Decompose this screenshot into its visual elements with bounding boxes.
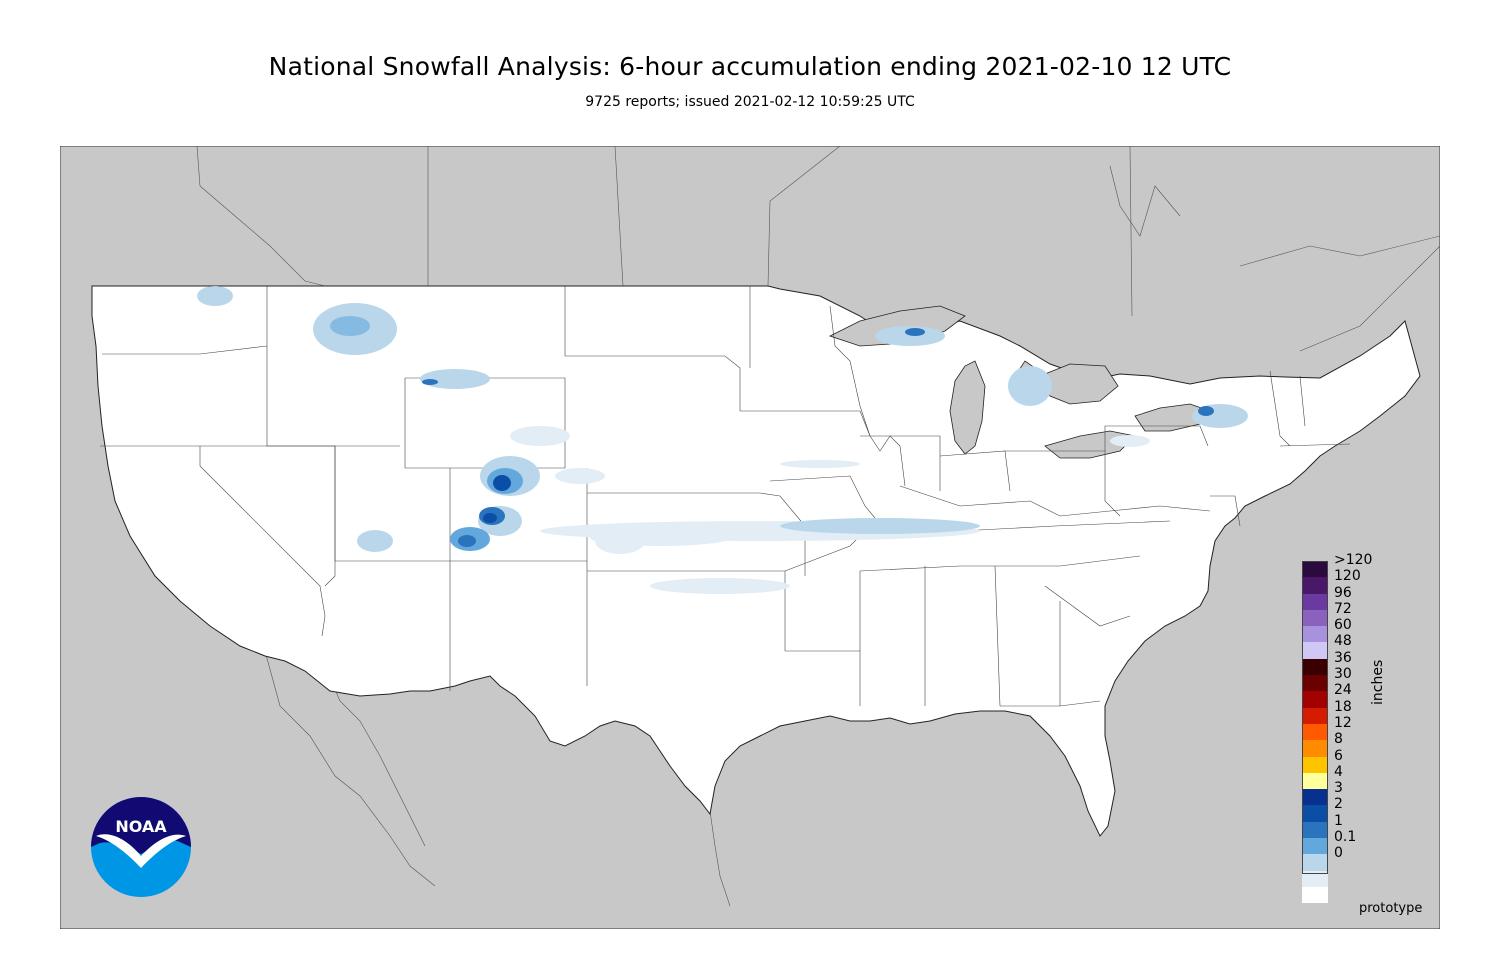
legend-label: 6	[1334, 747, 1343, 764]
legend-swatch	[1302, 838, 1328, 855]
legend-swatch	[1302, 593, 1328, 610]
legend-bin: 3	[1302, 780, 1422, 806]
legend-bin: 12	[1302, 715, 1422, 741]
legend-swatch	[1302, 756, 1328, 773]
legend-label: 1	[1334, 812, 1343, 829]
legend-label: 0.1	[1334, 829, 1357, 846]
legend-label: 12	[1334, 714, 1352, 731]
legend-swatch	[1302, 577, 1328, 594]
legend-bin: 60	[1302, 617, 1422, 643]
legend-bin: 30	[1302, 666, 1422, 692]
legend-swatch	[1302, 805, 1328, 822]
legend-label: >120	[1334, 552, 1373, 568]
legend-bin	[1302, 886, 1422, 904]
legend-label: 48	[1334, 633, 1352, 650]
legend-label: 18	[1334, 698, 1352, 715]
snowfall-shading	[197, 286, 1248, 594]
legend-label: 96	[1334, 584, 1352, 601]
legend-bin: 4	[1302, 764, 1422, 790]
legend-bin: 48	[1302, 633, 1422, 659]
legend-bin: 2	[1302, 796, 1422, 822]
legend-label: 30	[1334, 666, 1352, 683]
legend-bin: >120	[1302, 552, 1422, 578]
legend-swatch	[1302, 609, 1328, 627]
legend-bin: 120	[1302, 568, 1422, 594]
legend-label: 2	[1334, 796, 1343, 813]
legend-bin: 36	[1302, 650, 1422, 676]
legend-swatch	[1302, 675, 1328, 692]
legend-swatch	[1302, 821, 1328, 839]
color-legend: >120 120 96 72 60 48 36 30 24 18 12 8 6 4 3 2 1 0.1 0	[1302, 552, 1422, 904]
legend-bin: 24	[1302, 682, 1422, 708]
snowfall-map	[60, 146, 1440, 929]
legend-label: 72	[1334, 600, 1352, 617]
legend-swatch	[1302, 870, 1328, 887]
noaa-logo-icon: NOAA	[90, 796, 192, 898]
legend-swatch	[1302, 789, 1328, 806]
legend-label: 60	[1334, 617, 1352, 634]
legend-bin: 1	[1302, 813, 1422, 839]
legend-bin: 0.1	[1302, 829, 1422, 855]
legend-swatch	[1302, 642, 1328, 659]
map-title: National Snowfall Analysis: 6-hour accum…	[268, 52, 1232, 81]
legend-swatch	[1302, 626, 1328, 643]
legend-swatch	[1302, 886, 1328, 904]
legend-label: 36	[1334, 649, 1352, 666]
legend-swatch	[1302, 561, 1328, 578]
legend-bin: 8	[1302, 731, 1422, 757]
legend-swatch	[1302, 723, 1328, 741]
prototype-note: prototype	[1359, 901, 1423, 916]
legend-label: 0	[1334, 845, 1343, 862]
legend-bin: 96	[1302, 585, 1422, 610]
legend-swatch	[1302, 658, 1328, 676]
legend-bin: 6	[1302, 748, 1422, 773]
legend-label: 120	[1334, 568, 1361, 585]
state-boundaries	[100, 286, 1351, 707]
noaa-logo-text: NOAA	[115, 817, 167, 836]
legend-label: 24	[1334, 682, 1352, 699]
legend-bin: 18	[1302, 699, 1422, 724]
legend-label: 8	[1334, 731, 1343, 748]
legend-swatch	[1302, 772, 1328, 790]
map-subtitle: 9725 reports; issued 2021-02-12 10:59:25…	[585, 94, 915, 110]
legend-units-label: inches	[1370, 659, 1386, 705]
legend-swatch	[1302, 740, 1328, 757]
legend-swatch	[1302, 854, 1328, 871]
conus-land	[91, 285, 1421, 837]
legend-label: 4	[1334, 763, 1343, 780]
legend-bin	[1302, 870, 1422, 887]
legend-bin: 72	[1302, 601, 1422, 627]
legend-swatch	[1302, 691, 1328, 708]
legend-bin: 0	[1302, 845, 1422, 871]
legend-swatch	[1302, 707, 1328, 724]
foreign-boundaries	[196, 146, 1440, 907]
legend-label: 3	[1334, 780, 1343, 797]
